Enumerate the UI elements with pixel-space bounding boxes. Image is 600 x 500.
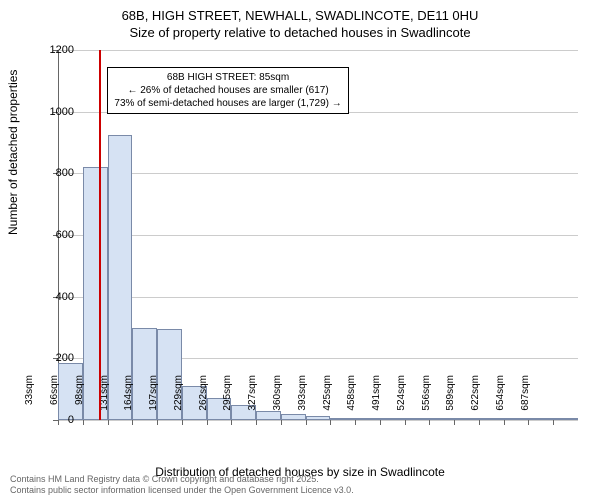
grid-line — [58, 297, 578, 298]
x-tick-label: 229sqm — [173, 375, 184, 425]
x-tick-label: 556sqm — [421, 375, 432, 425]
x-tick-label: 687sqm — [520, 375, 531, 425]
x-tick-label: 589sqm — [445, 375, 456, 425]
annotation-line-1: 68B HIGH STREET: 85sqm — [114, 71, 341, 84]
x-tick-label: 164sqm — [123, 375, 134, 425]
y-tick-label: 0 — [34, 414, 74, 426]
x-tick-label: 654sqm — [495, 375, 506, 425]
x-tick-label: 425sqm — [322, 375, 333, 425]
y-tick-label: 1200 — [34, 44, 74, 56]
annotation-line-2: ← 26% of detached houses are smaller (61… — [114, 84, 341, 97]
x-tick-label: 98sqm — [74, 375, 85, 425]
y-tick-label: 1000 — [34, 106, 74, 118]
x-tick-label: 295sqm — [222, 375, 233, 425]
property-marker-line — [99, 50, 101, 420]
x-tick-label: 491sqm — [371, 375, 382, 425]
x-tick-label: 327sqm — [247, 375, 258, 425]
y-tick-label: 600 — [34, 229, 74, 241]
x-tick-label: 393sqm — [297, 375, 308, 425]
grid-line — [58, 50, 578, 51]
x-tick-label: 524sqm — [396, 375, 407, 425]
footer-line-1: Contains HM Land Registry data © Crown c… — [10, 474, 354, 485]
histogram-bar — [553, 418, 578, 420]
x-tick-label: 262sqm — [198, 375, 209, 425]
x-tick-label: 622sqm — [470, 375, 481, 425]
y-tick-label: 400 — [34, 291, 74, 303]
annotation-box: 68B HIGH STREET: 85sqm← 26% of detached … — [107, 67, 348, 114]
grid-line — [58, 235, 578, 236]
annotation-line-3: 73% of semi-detached houses are larger (… — [114, 97, 341, 110]
title-line-1: 68B, HIGH STREET, NEWHALL, SWADLINCOTE, … — [0, 8, 600, 23]
x-tick-label: 197sqm — [148, 375, 159, 425]
plot-area: 33sqm66sqm98sqm131sqm164sqm197sqm229sqm2… — [58, 50, 578, 420]
histogram-bar — [528, 418, 553, 420]
title-line-2: Size of property relative to detached ho… — [0, 25, 600, 40]
footer-attribution: Contains HM Land Registry data © Crown c… — [10, 474, 354, 496]
y-tick-label: 200 — [34, 352, 74, 364]
x-tick-mark — [553, 420, 554, 425]
y-axis-label: Number of detached properties — [6, 70, 20, 235]
footer-line-2: Contains public sector information licen… — [10, 485, 354, 496]
chart-container: 68B, HIGH STREET, NEWHALL, SWADLINCOTE, … — [0, 0, 600, 500]
x-tick-label: 458sqm — [346, 375, 357, 425]
x-tick-label: 360sqm — [272, 375, 283, 425]
grid-line — [58, 173, 578, 174]
chart-title: 68B, HIGH STREET, NEWHALL, SWADLINCOTE, … — [0, 8, 600, 40]
y-tick-label: 800 — [34, 167, 74, 179]
